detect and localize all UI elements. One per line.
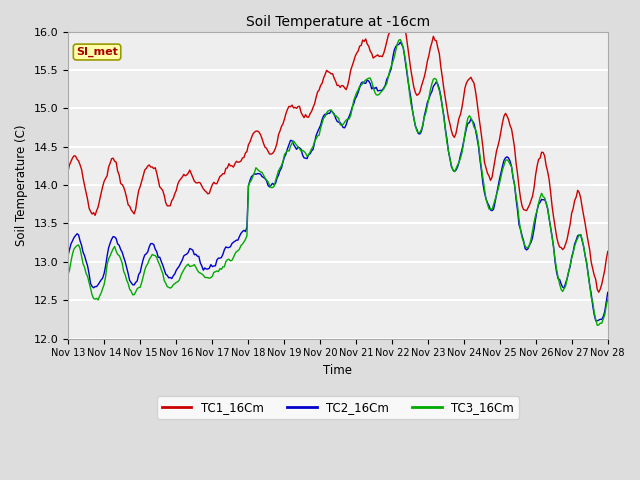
TC2_16Cm <box>243 224 251 230</box>
TC3_16Cm <box>225 256 233 262</box>
TC2_16Cm <box>300 155 308 161</box>
TC2_16Cm <box>575 232 583 238</box>
Line: TC2_16Cm: TC2_16Cm <box>68 42 608 321</box>
TC1_16Cm <box>243 148 251 154</box>
X-axis label: Time: Time <box>323 364 353 377</box>
TC1_16Cm <box>575 190 583 195</box>
TC3_16Cm <box>593 323 601 328</box>
Text: SI_met: SI_met <box>76 47 118 57</box>
TC3_16Cm <box>131 292 138 298</box>
TC2_16Cm <box>396 39 404 45</box>
TC1_16Cm <box>64 168 72 174</box>
TC2_16Cm <box>64 253 72 259</box>
TC2_16Cm <box>225 245 233 251</box>
TC3_16Cm <box>252 165 260 170</box>
TC1_16Cm <box>300 115 308 120</box>
TC3_16Cm <box>396 36 404 42</box>
Legend: TC1_16Cm, TC2_16Cm, TC3_16Cm: TC1_16Cm, TC2_16Cm, TC3_16Cm <box>157 396 519 419</box>
TC2_16Cm <box>131 282 138 288</box>
TC1_16Cm <box>604 249 612 254</box>
TC2_16Cm <box>252 171 260 177</box>
TC3_16Cm <box>64 272 72 277</box>
TC1_16Cm <box>131 211 138 217</box>
TC3_16Cm <box>243 233 251 239</box>
TC2_16Cm <box>593 318 601 324</box>
TC2_16Cm <box>604 289 612 295</box>
Line: TC3_16Cm: TC3_16Cm <box>68 39 608 325</box>
TC1_16Cm <box>595 289 603 295</box>
TC3_16Cm <box>300 148 308 154</box>
Title: Soil Temperature at -16cm: Soil Temperature at -16cm <box>246 15 430 29</box>
Line: TC1_16Cm: TC1_16Cm <box>68 0 608 292</box>
TC1_16Cm <box>225 161 233 167</box>
TC3_16Cm <box>575 232 583 238</box>
TC3_16Cm <box>604 296 612 302</box>
TC1_16Cm <box>252 128 260 134</box>
Y-axis label: Soil Temperature (C): Soil Temperature (C) <box>15 124 28 246</box>
